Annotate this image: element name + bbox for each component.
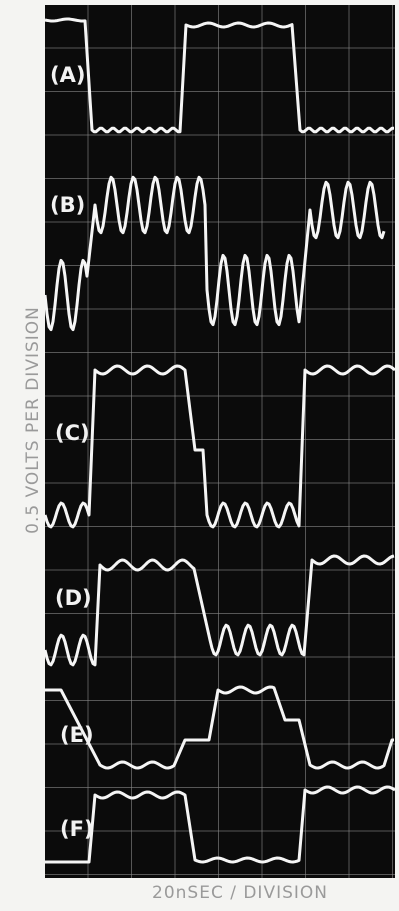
x-axis-label: 20nSEC / DIVISION bbox=[152, 883, 328, 903]
trace bbox=[43, 554, 395, 667]
trace bbox=[45, 685, 394, 770]
trace-label: (D) bbox=[55, 586, 92, 610]
traces bbox=[43, 17, 396, 864]
trace bbox=[43, 175, 386, 332]
trace-label: (E) bbox=[60, 723, 94, 747]
trace bbox=[44, 17, 394, 134]
trace-label: (F) bbox=[60, 817, 94, 841]
y-axis-label: 0.5 VOLTS PER DIVISION bbox=[23, 306, 43, 534]
trace-label: (C) bbox=[55, 421, 90, 445]
trace bbox=[43, 364, 396, 529]
trace-label: (B) bbox=[50, 193, 85, 217]
scope-screen bbox=[45, 5, 395, 878]
trace bbox=[45, 785, 396, 864]
trace-label: (A) bbox=[50, 63, 85, 87]
